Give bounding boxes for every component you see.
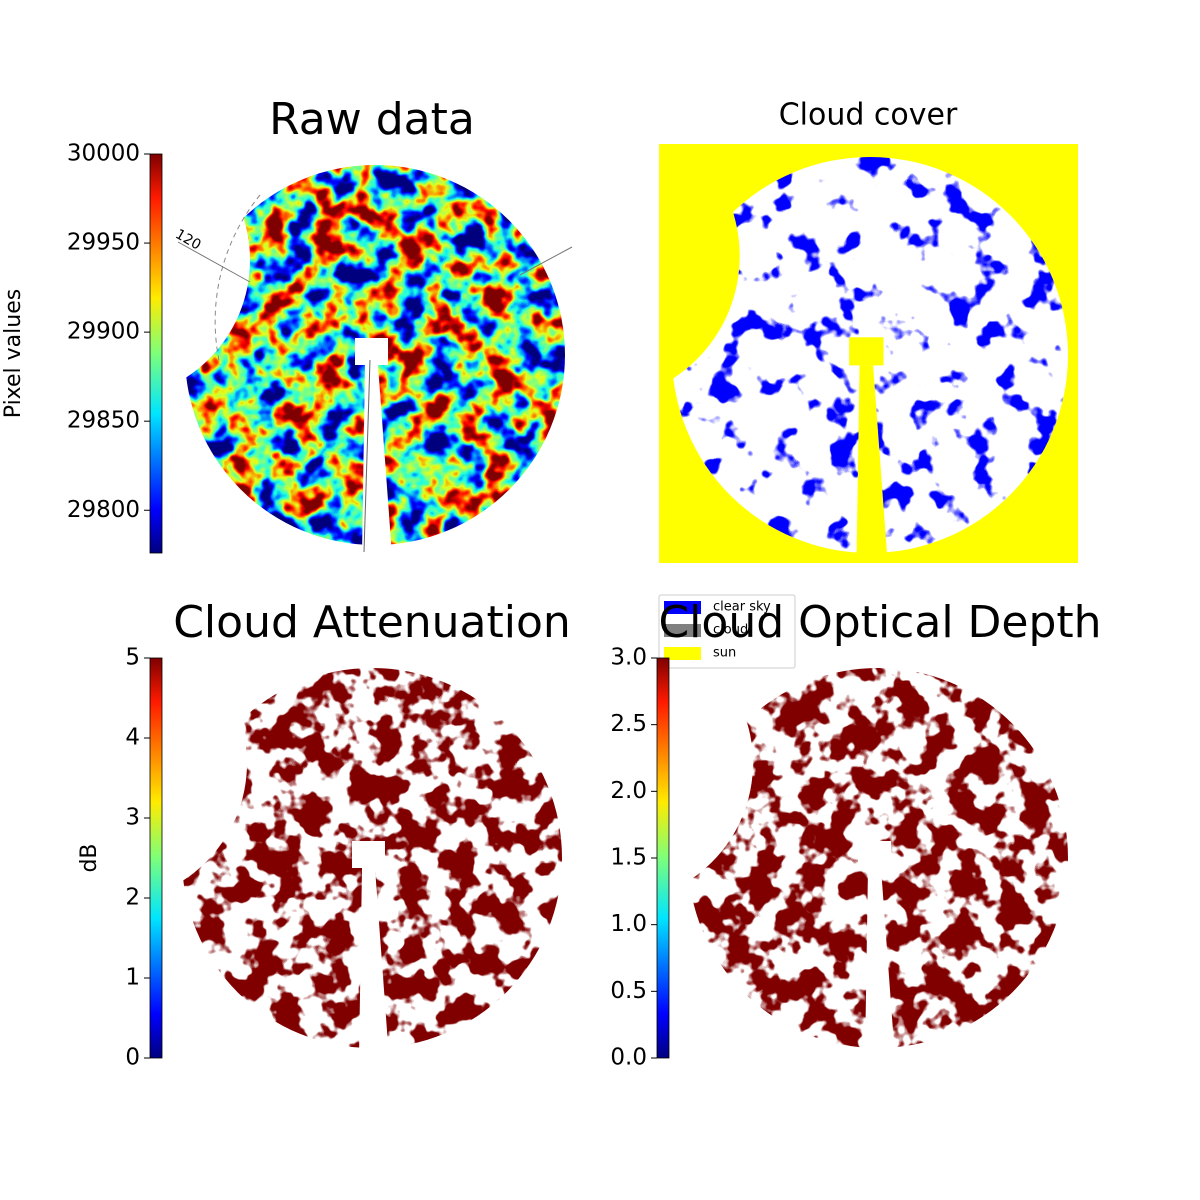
colorbar-tick-label: 0.5 <box>610 978 647 1004</box>
colorbar-tick-label: 2.5 <box>610 711 647 737</box>
panel-title: Cloud Optical Depth <box>658 597 1101 648</box>
colorbar-tick-label: 3.0 <box>610 645 647 671</box>
panel-title: Raw data <box>269 94 475 145</box>
panel-title: Cloud cover <box>779 98 958 133</box>
colorbar-tick-label: 1.5 <box>610 845 647 871</box>
colorbar-tick-label: 2.0 <box>610 778 647 804</box>
panel-title: Cloud Attenuation <box>173 597 571 648</box>
colorbar <box>656 657 670 1059</box>
colorbar-tick-label: 0.0 <box>610 1045 647 1071</box>
colorbar-tick-label: 1.0 <box>610 911 647 937</box>
